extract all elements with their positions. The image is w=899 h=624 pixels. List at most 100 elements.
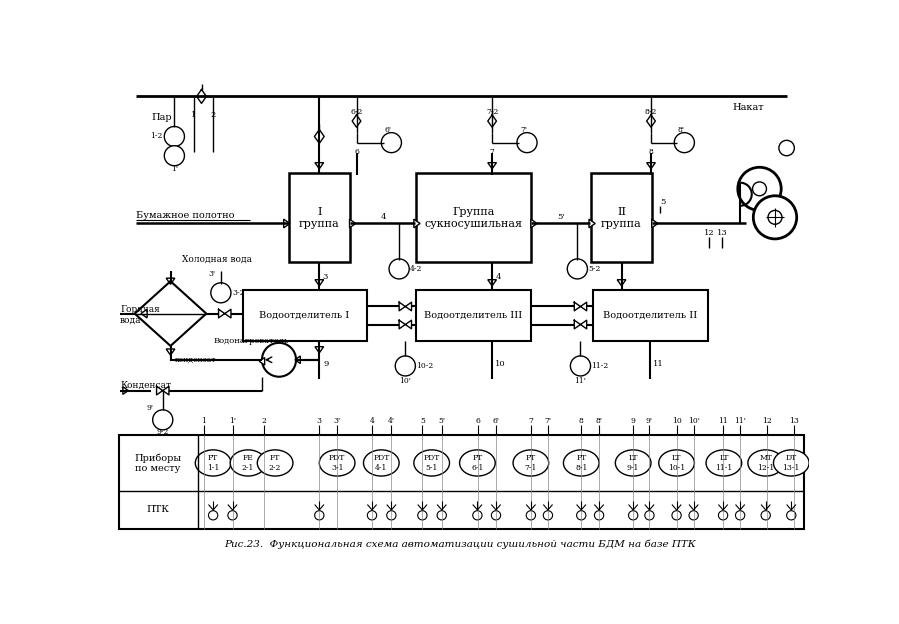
Circle shape (735, 510, 744, 520)
Text: 8: 8 (579, 417, 583, 426)
Circle shape (368, 510, 377, 520)
Text: 5': 5' (557, 213, 565, 222)
Text: 5': 5' (438, 417, 445, 426)
Text: 1': 1' (229, 417, 236, 426)
Circle shape (387, 510, 396, 520)
Ellipse shape (414, 450, 450, 476)
Polygon shape (646, 163, 655, 169)
Text: 10': 10' (399, 376, 411, 384)
Text: 8': 8' (595, 417, 602, 426)
Text: FE
2-1: FE 2-1 (242, 454, 254, 472)
Circle shape (752, 182, 767, 196)
Polygon shape (531, 219, 537, 228)
Text: 1-2: 1-2 (150, 132, 163, 140)
Text: FT
2-2: FT 2-2 (269, 454, 281, 472)
Circle shape (628, 510, 637, 520)
Polygon shape (488, 280, 496, 286)
Polygon shape (295, 356, 300, 364)
Circle shape (210, 283, 231, 303)
Text: 7: 7 (490, 148, 494, 156)
Polygon shape (259, 358, 264, 365)
Circle shape (570, 356, 591, 376)
Text: Горячая: Горячая (120, 305, 160, 314)
Text: PT
7-1: PT 7-1 (525, 454, 537, 472)
Ellipse shape (773, 450, 809, 476)
Ellipse shape (195, 450, 231, 476)
Circle shape (389, 259, 409, 279)
Text: I
группа: I группа (299, 207, 340, 228)
Polygon shape (414, 219, 420, 228)
Text: 4: 4 (381, 213, 387, 222)
Text: 1': 1' (171, 165, 178, 173)
Text: 10': 10' (688, 417, 699, 426)
Text: 13: 13 (717, 229, 727, 236)
Text: 11: 11 (718, 417, 728, 426)
Text: PDT
3-1: PDT 3-1 (329, 454, 345, 472)
Text: PT
8-1: PT 8-1 (575, 454, 587, 472)
Text: 1: 1 (201, 417, 206, 426)
Polygon shape (350, 219, 356, 228)
Text: 9': 9' (146, 404, 153, 411)
Text: 5: 5 (420, 417, 425, 426)
Text: Пар: Пар (151, 113, 172, 122)
Text: 9: 9 (631, 417, 636, 426)
Text: 1: 1 (191, 111, 197, 119)
Text: Рис.23.  Функциональная схема автоматизации сушильной части БДМ на базе ПТК: Рис.23. Функциональная схема автоматизац… (225, 540, 696, 549)
Ellipse shape (363, 450, 399, 476)
Polygon shape (488, 163, 496, 169)
Text: 2: 2 (210, 111, 216, 119)
Circle shape (779, 140, 795, 156)
Text: 12: 12 (762, 417, 772, 426)
Polygon shape (123, 387, 129, 394)
Ellipse shape (459, 450, 495, 476)
Circle shape (738, 167, 781, 210)
Circle shape (645, 510, 654, 520)
Polygon shape (284, 219, 289, 228)
Text: 9-2: 9-2 (156, 428, 169, 436)
Text: ПТК: ПТК (147, 505, 170, 514)
Circle shape (227, 510, 237, 520)
Polygon shape (315, 347, 324, 353)
Circle shape (768, 210, 782, 224)
Ellipse shape (257, 450, 293, 476)
Circle shape (761, 510, 770, 520)
Text: LT
10-1: LT 10-1 (668, 454, 685, 472)
Text: Водоотделитель I: Водоотделитель I (260, 311, 350, 320)
Text: Бумажное полотно: Бумажное полотно (136, 212, 234, 220)
Text: 4: 4 (495, 273, 501, 281)
Polygon shape (166, 278, 174, 285)
Circle shape (473, 510, 482, 520)
Text: PT
1-1: PT 1-1 (207, 454, 219, 472)
Polygon shape (618, 280, 626, 286)
Text: 3-2: 3-2 (233, 289, 245, 297)
Circle shape (209, 510, 218, 520)
Circle shape (567, 259, 587, 279)
Text: Приборы
по месту: Приборы по месту (135, 453, 182, 473)
Circle shape (315, 510, 324, 520)
Circle shape (418, 510, 427, 520)
Ellipse shape (319, 450, 355, 476)
Text: LT
9-1: LT 9-1 (627, 454, 639, 472)
Ellipse shape (706, 450, 742, 476)
Text: 5: 5 (660, 198, 665, 206)
Text: Конденсат: Конденсат (120, 381, 171, 390)
Ellipse shape (748, 450, 784, 476)
Circle shape (165, 146, 184, 166)
Bar (416, 291, 531, 341)
Text: LT
11-1: LT 11-1 (716, 454, 733, 472)
Text: 10: 10 (495, 359, 506, 368)
Text: PDT
4-1: PDT 4-1 (373, 454, 389, 472)
Text: 6': 6' (385, 126, 392, 134)
Circle shape (437, 510, 447, 520)
Circle shape (165, 127, 184, 147)
Text: 3: 3 (316, 417, 322, 426)
Text: 7-2: 7-2 (486, 108, 498, 116)
Circle shape (262, 343, 296, 377)
Circle shape (594, 510, 604, 520)
Circle shape (718, 510, 727, 520)
Circle shape (492, 510, 501, 520)
Text: конденсат: конденсат (174, 356, 216, 364)
Text: 13: 13 (789, 417, 799, 426)
Text: 10: 10 (672, 417, 681, 426)
Text: 2: 2 (261, 417, 266, 426)
